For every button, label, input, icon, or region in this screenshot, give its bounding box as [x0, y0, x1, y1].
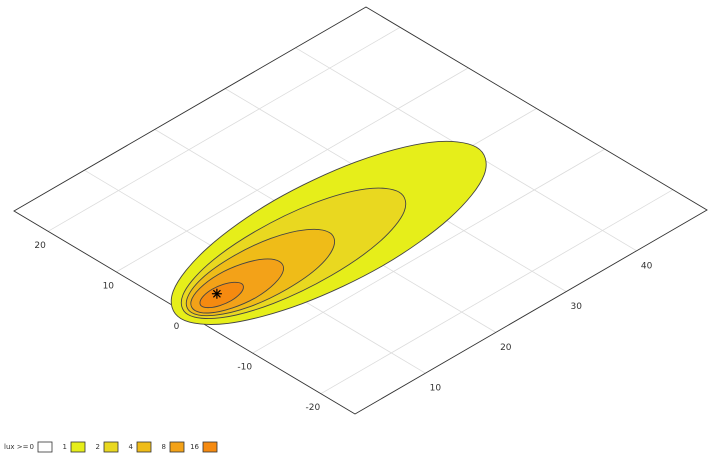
legend-swatch [37, 441, 53, 453]
contour [199, 281, 244, 309]
x-tick-label: 20 [500, 343, 512, 353]
legend-label: 2 [96, 443, 100, 451]
y-tick-label: -20 [306, 403, 321, 413]
legend-label: 1 [63, 443, 67, 451]
grid-line [320, 189, 674, 395]
legend-swatch [169, 441, 185, 453]
legend-label: 0 [30, 443, 34, 451]
y-tick-label: 0 [174, 322, 180, 332]
y-tick-label: 20 [34, 241, 46, 251]
legend: lux >= 0 1 2 4 8 16 [4, 441, 218, 453]
x-tick-label: 40 [641, 261, 653, 271]
x-tick-label: 10 [430, 384, 442, 394]
grid-line [116, 67, 469, 273]
legend-swatch [103, 441, 119, 453]
grid-line [47, 26, 401, 232]
legend-label: 4 [129, 443, 134, 451]
legend-swatch [136, 441, 152, 453]
grid-line [252, 148, 605, 354]
legend-swatch [202, 441, 218, 453]
legend-title: lux >= [4, 443, 29, 451]
x-tick-label: 30 [570, 302, 582, 312]
legend-swatch [70, 441, 86, 453]
legend-label: 8 [162, 443, 166, 451]
light-source [211, 288, 222, 299]
y-tick-label: -10 [237, 363, 252, 373]
plot-border [13, 6, 708, 415]
y-tick-label: 10 [103, 281, 115, 291]
star-stroke [212, 289, 221, 298]
legend-label: 16 [190, 443, 199, 451]
